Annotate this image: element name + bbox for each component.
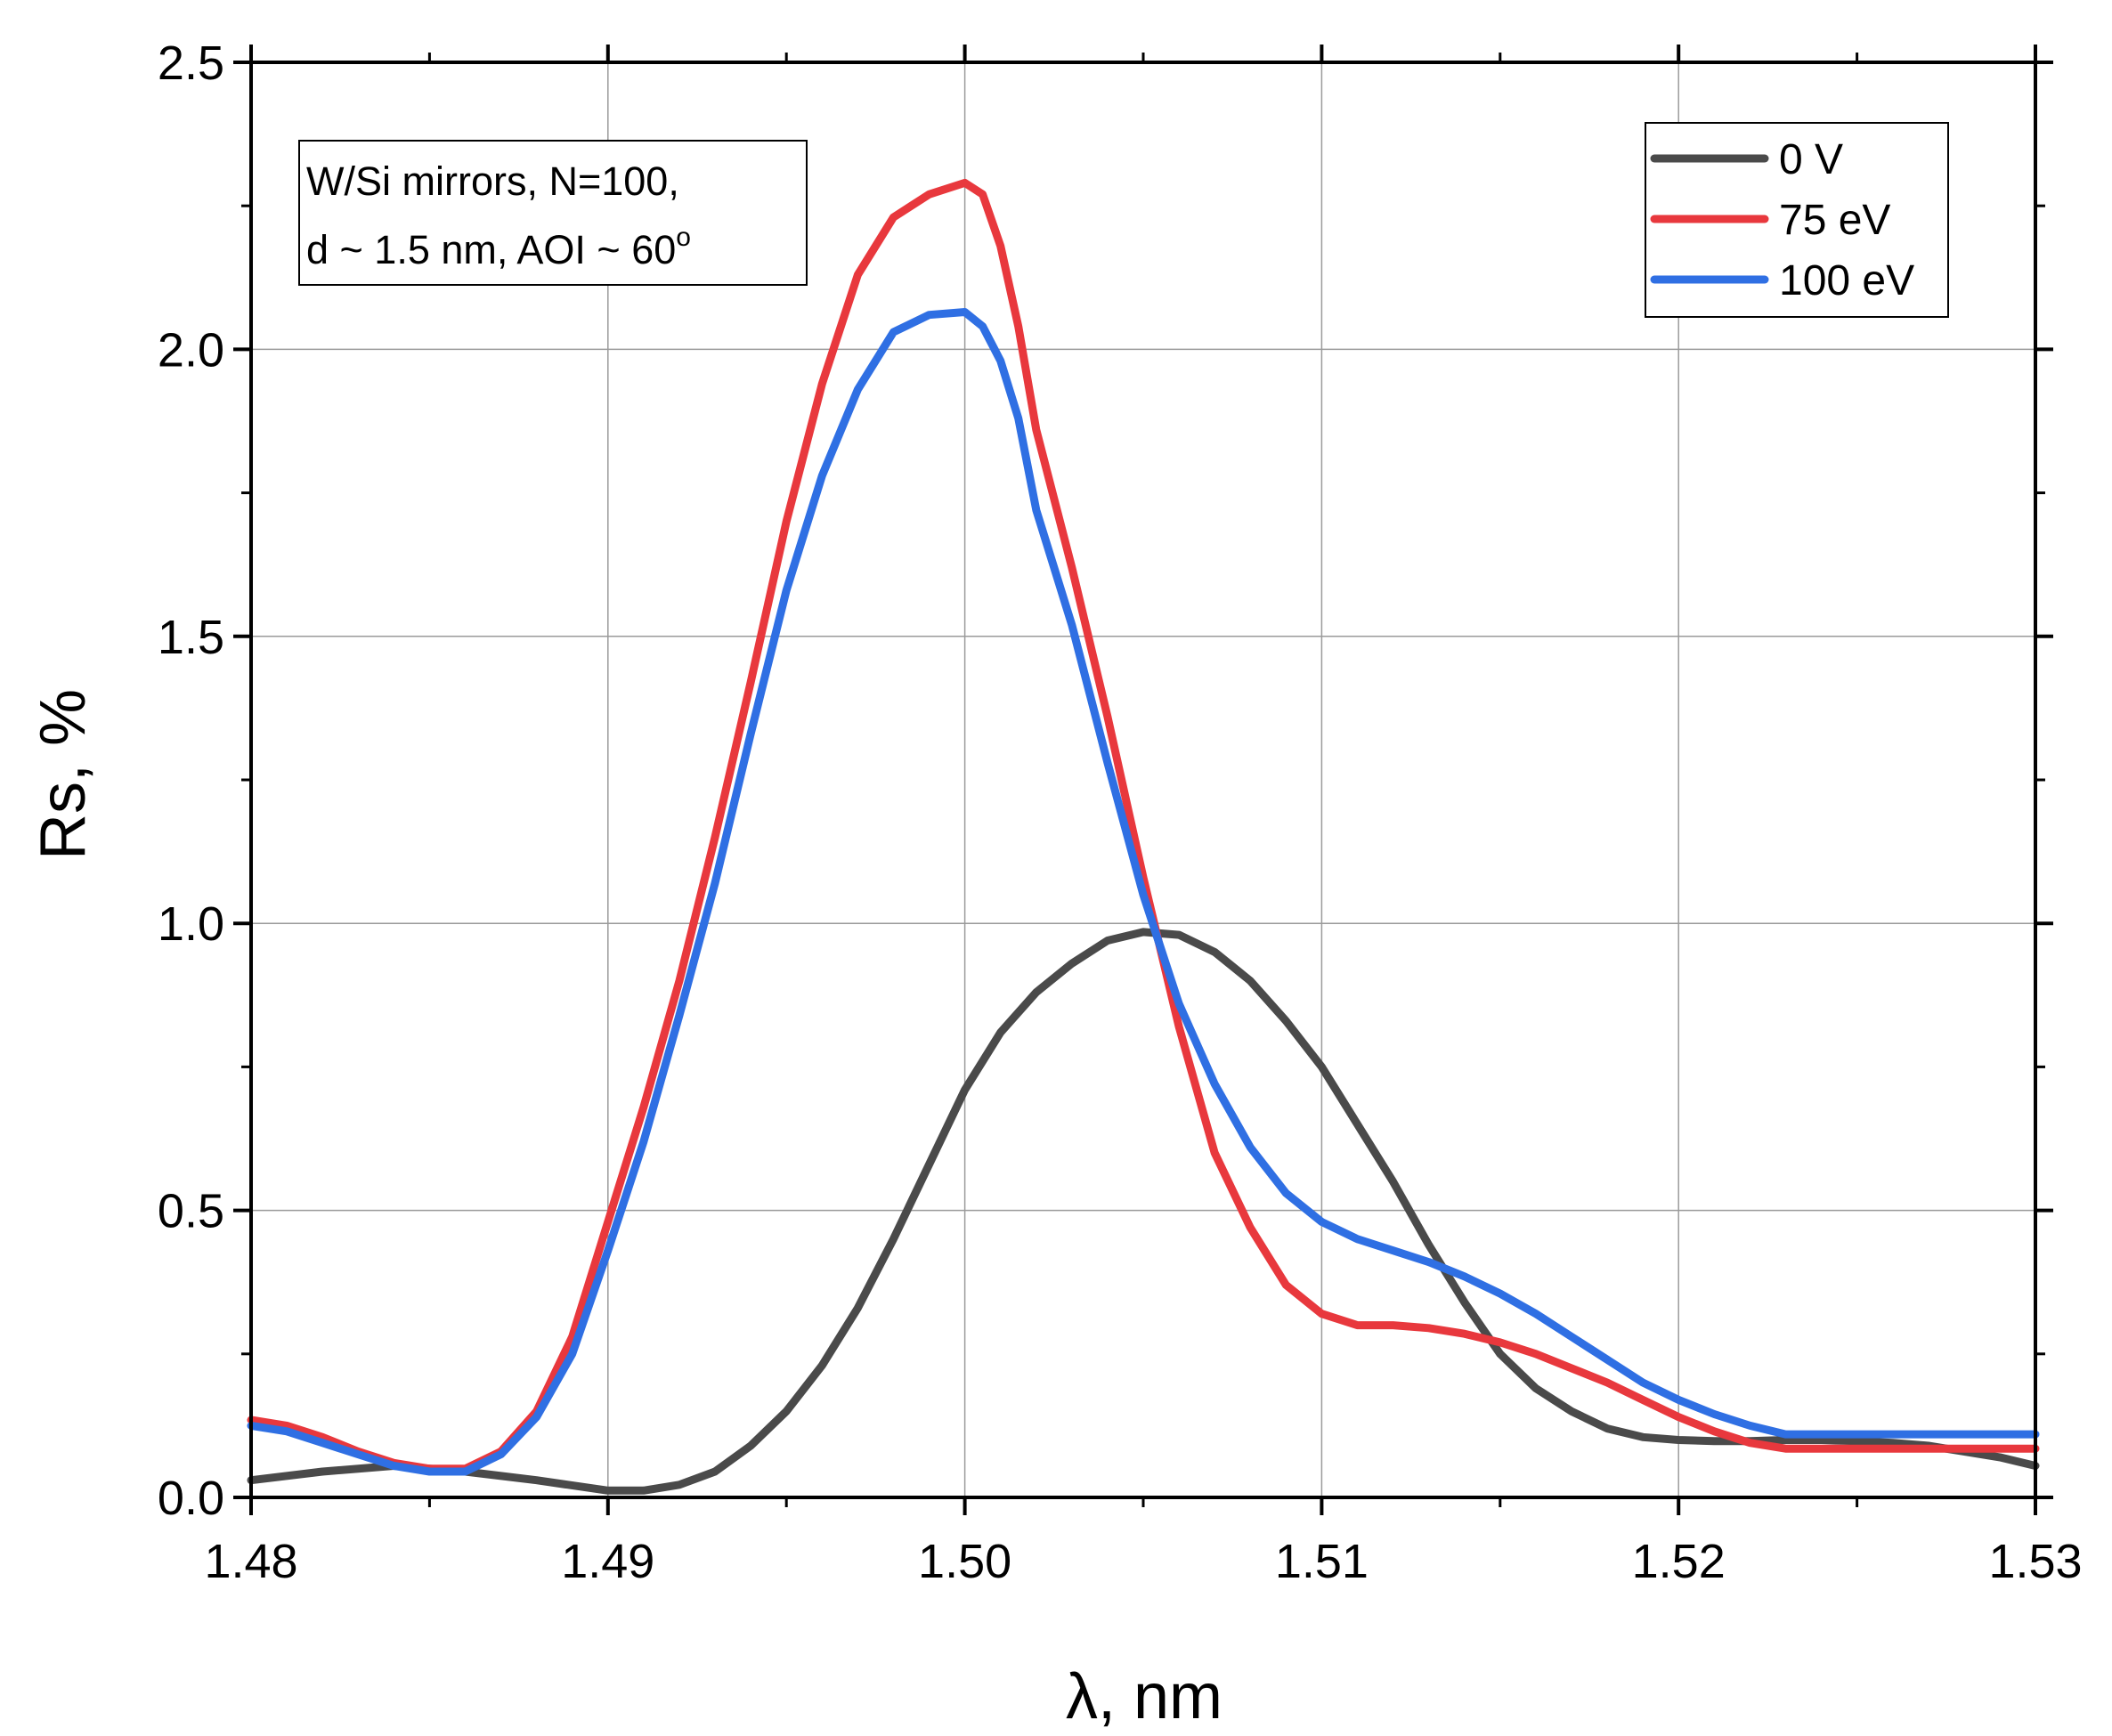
y-axis-title: Rs, % [28, 689, 99, 860]
annotation-frame [298, 140, 808, 286]
y-tick-label: 2.0 [158, 323, 224, 377]
annotation-box: W/Si mirrors, N=100, d ~ 1.5 nm, AOI ~ 6… [298, 140, 808, 286]
annotation-line-2: d ~ 1.5 nm, AOI ~ 60o [306, 223, 691, 272]
series-line-100-ev [247, 308, 2040, 1476]
series-line-0-v [247, 928, 2040, 1495]
plot-series [247, 178, 2040, 1495]
x-tick-label: 1.53 [1988, 1535, 2082, 1588]
y-tick-label: 0.0 [158, 1472, 224, 1525]
axes: 1.48 1.49 1.50 1.51 1.52 1.53 0.0 0.5 1.0 1.5 2.0 2… [158, 37, 2083, 1588]
annotation-line-1: W/Si mirrors, N=100, [306, 158, 679, 204]
annotation-line-2-text: d ~ 1.5 nm, AOI ~ 60 [306, 227, 676, 272]
y-tick-label: 0.5 [158, 1185, 224, 1238]
x-tick-label: 1.51 [1275, 1535, 1369, 1588]
annotation-line-2-sup: o [676, 223, 691, 252]
x-tick-label: 1.52 [1632, 1535, 1726, 1588]
x-tick-label: 1.50 [918, 1535, 1011, 1588]
x-axis-title: λ, nm [1066, 1661, 1223, 1732]
y-tick-label: 1.0 [158, 897, 224, 951]
legend-label-0-v: 0 V [1779, 136, 1843, 183]
x-tick-label: 1.49 [561, 1535, 654, 1588]
legend-label-100-ev: 100 eV [1779, 257, 1914, 304]
series-line-75-ev [247, 178, 2040, 1473]
y-tick-label: 1.5 [158, 611, 224, 664]
legend: 0 V 75 eV 100 eV [1645, 122, 1949, 318]
y-tick-label: 2.5 [158, 37, 224, 90]
x-tick-label: 1.48 [204, 1535, 297, 1588]
legend-label-75-ev: 75 eV [1779, 197, 1890, 244]
